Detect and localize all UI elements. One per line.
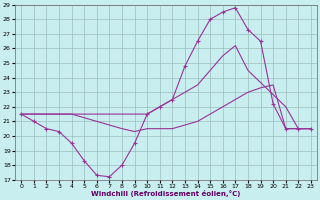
X-axis label: Windchill (Refroidissement éolien,°C): Windchill (Refroidissement éolien,°C) bbox=[92, 190, 241, 197]
